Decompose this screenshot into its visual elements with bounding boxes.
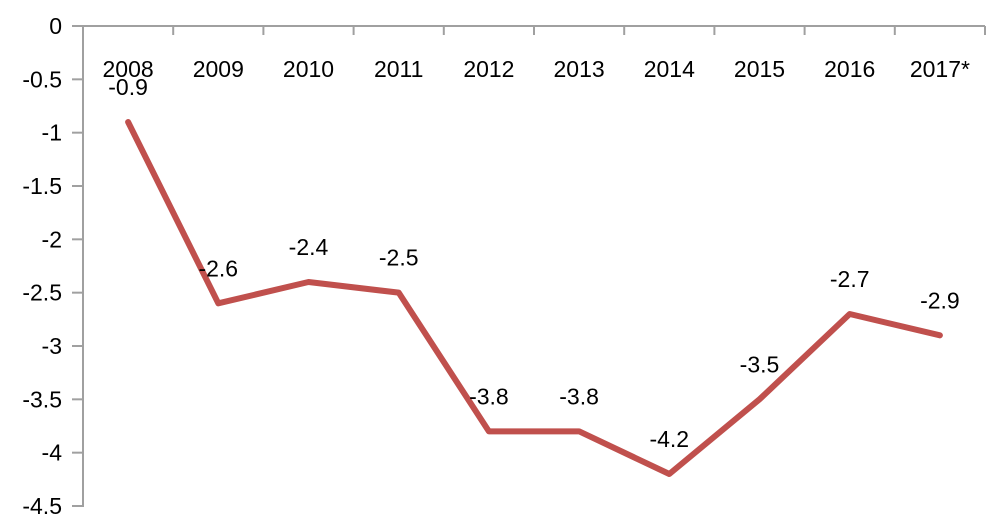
y-tick-label: -2.5	[22, 280, 62, 306]
data-point-label: -4.2	[649, 426, 689, 452]
data-series-line	[125, 119, 943, 477]
data-point-label: -0.9	[108, 74, 148, 100]
x-category-label: 2016	[824, 56, 875, 82]
x-category-label: 2017*	[910, 56, 970, 82]
y-tick-label: -1.5	[22, 173, 62, 199]
x-category-label: 2012	[463, 56, 514, 82]
y-tick-label: -3	[42, 333, 62, 359]
x-category-label: 2014	[644, 56, 695, 82]
data-point-label: -3.8	[559, 383, 599, 409]
x-category-label: 2009	[193, 56, 244, 82]
y-tick-label: -4	[42, 440, 63, 466]
data-point-label: -2.7	[830, 266, 870, 292]
data-point-label: -2.4	[289, 234, 329, 260]
y-tick-label: -4.5	[22, 493, 62, 519]
y-tick-label: -1	[42, 120, 62, 146]
y-tick-label: -0.5	[22, 66, 62, 92]
data-point-label: -2.5	[379, 245, 419, 271]
data-point-label: -2.6	[198, 255, 238, 281]
x-category-label: 2013	[554, 56, 605, 82]
x-category-label: 2011	[374, 56, 423, 82]
data-point-label: -3.8	[469, 383, 509, 409]
y-tick-label: -2	[42, 226, 62, 252]
x-category-label: 2010	[283, 56, 334, 82]
y-tick-label: 0	[49, 13, 62, 39]
x-category-label: 2008	[103, 56, 154, 82]
data-point-label: -2.9	[920, 287, 960, 313]
y-tick-label: -3.5	[22, 386, 62, 412]
data-point-label: -3.5	[740, 351, 780, 377]
x-category-label: 2015	[734, 56, 785, 82]
